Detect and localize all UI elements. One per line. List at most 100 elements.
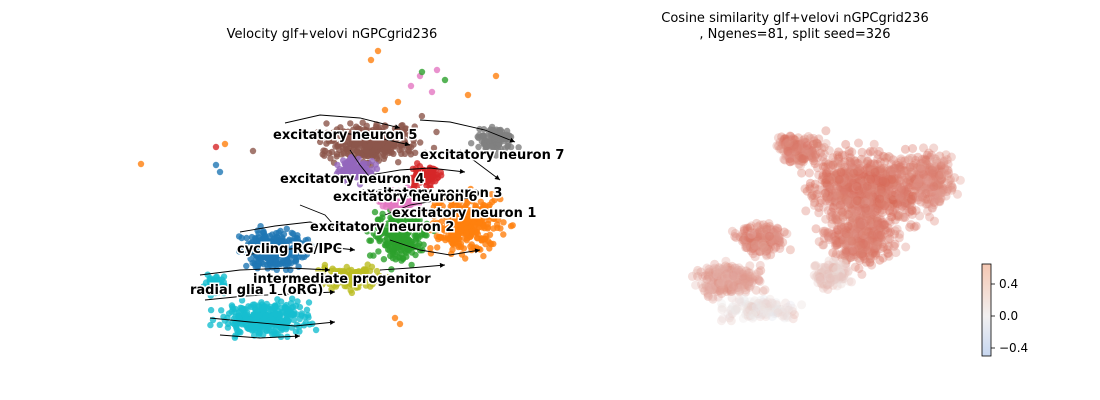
cell-point — [364, 228, 371, 235]
cell-point — [315, 267, 322, 274]
cell-point — [692, 268, 702, 278]
cell-point — [305, 299, 313, 306]
cell-point — [255, 240, 263, 247]
cell-point — [420, 241, 427, 248]
cell-point — [365, 274, 373, 282]
cell-point — [276, 311, 283, 318]
cell-point — [876, 230, 886, 240]
cell-point — [784, 138, 794, 148]
cell-point — [896, 182, 905, 192]
cell-point — [821, 126, 831, 136]
cell-point — [238, 305, 246, 312]
cell-point — [243, 249, 250, 256]
cell-point — [224, 324, 232, 331]
cell-point — [415, 224, 422, 232]
cell-point — [905, 207, 915, 217]
cell-point — [260, 317, 267, 324]
cell-point — [396, 254, 403, 261]
cell-point — [865, 189, 875, 199]
cell-point — [715, 264, 725, 274]
cell-point — [212, 289, 219, 297]
cell-point — [326, 280, 333, 288]
cell-point — [729, 281, 739, 291]
cell-point — [731, 298, 741, 307]
cell-point — [408, 261, 415, 269]
cell-point — [727, 226, 737, 236]
cell-point — [771, 242, 781, 252]
cell-point — [274, 330, 281, 338]
cell-point — [831, 238, 841, 248]
cell-point — [247, 255, 254, 262]
cell-point — [414, 207, 421, 215]
cell-point — [811, 260, 821, 270]
cell-point — [894, 233, 904, 243]
cell-point — [705, 273, 715, 282]
cell-point — [823, 227, 833, 237]
cell-point — [347, 287, 354, 294]
cell-point — [760, 285, 770, 295]
cell-point — [243, 234, 250, 242]
cell-point — [321, 261, 329, 269]
cell-point — [786, 150, 796, 159]
cell-point — [834, 175, 844, 185]
cell-point — [374, 234, 382, 242]
cell-point — [817, 143, 827, 153]
cell-point — [289, 251, 296, 259]
cell-point — [815, 273, 825, 283]
cell-point — [292, 258, 300, 265]
cell-point — [262, 312, 269, 319]
cell-point — [944, 168, 954, 178]
cell-point — [340, 277, 347, 284]
cell-point — [856, 220, 865, 230]
cell-point — [403, 242, 410, 250]
cell-point — [349, 271, 356, 278]
cell-point — [915, 211, 925, 221]
cell-point — [258, 255, 265, 263]
cell-point — [268, 238, 275, 246]
cell-point — [922, 175, 932, 185]
cell-point — [887, 212, 897, 222]
cell-point — [488, 191, 495, 198]
cell-point — [810, 183, 820, 193]
cell-point — [747, 229, 757, 239]
cell-point — [213, 277, 220, 284]
cell-point — [371, 208, 379, 216]
cell-point — [397, 211, 404, 219]
cell-point — [305, 314, 312, 321]
cell-point — [293, 321, 301, 329]
colorbar-tick-label: 0.4 — [999, 277, 1018, 291]
cell-point — [233, 326, 241, 333]
cell-point — [312, 326, 320, 334]
cell-point — [873, 154, 883, 164]
cell-point — [916, 165, 926, 175]
cell-point — [391, 250, 399, 257]
cell-point — [381, 242, 389, 249]
cell-point — [272, 234, 279, 242]
cell-point — [382, 237, 389, 244]
cell-point — [298, 310, 306, 317]
cell-point — [366, 252, 374, 259]
cell-point — [773, 133, 783, 143]
cell-point — [800, 184, 810, 194]
left-plot-title: Velocity glf+velovi nGPCgrid236 — [226, 27, 438, 42]
cell-point — [404, 222, 411, 229]
cell-point — [216, 321, 223, 328]
cell-point — [759, 243, 769, 253]
cell-point — [320, 274, 327, 281]
cell-point — [901, 173, 911, 183]
cell-point — [263, 261, 271, 268]
cell-point — [853, 228, 863, 238]
cell-point — [287, 300, 295, 307]
cell-point — [286, 236, 293, 243]
cell-point — [423, 220, 431, 227]
cell-point — [406, 237, 414, 245]
cell-point — [804, 168, 814, 178]
cell-point — [383, 229, 390, 237]
cell-point — [930, 216, 939, 226]
cell-point — [843, 232, 853, 242]
cell-point — [873, 240, 882, 250]
cell-point — [797, 300, 807, 310]
cell-point — [387, 252, 394, 260]
